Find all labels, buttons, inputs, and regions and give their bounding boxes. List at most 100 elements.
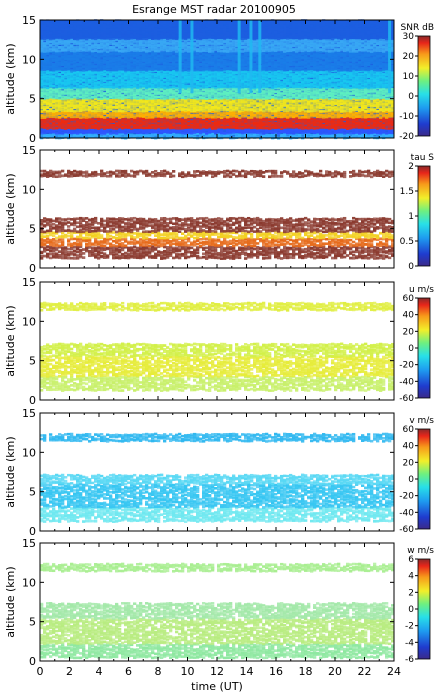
layer-cell [43, 119, 46, 121]
layer-cell [316, 109, 319, 112]
layer-cell [94, 121, 97, 123]
layer-cell [346, 86, 349, 89]
layer-cell [310, 107, 313, 110]
layer-cell [163, 95, 166, 97]
layer-cell [379, 127, 382, 129]
layer-cell [271, 60, 274, 63]
layer-cell [229, 131, 232, 134]
layer-cell [205, 109, 208, 112]
layer-cell [184, 94, 187, 96]
layer-cell [85, 78, 88, 81]
layer-cell [337, 57, 340, 60]
layer-cell [88, 60, 91, 63]
layer-cell [91, 68, 94, 71]
layer-cell [64, 127, 67, 129]
layer-cell [172, 100, 175, 103]
layer-cell [88, 81, 91, 84]
layer-cell [325, 86, 328, 89]
layer-cell [67, 51, 70, 54]
layer-cell [241, 71, 244, 74]
layer-cell [328, 64, 331, 67]
layer-cell [205, 132, 208, 135]
layer-cell [361, 86, 364, 89]
layer-cell [334, 121, 337, 123]
layer-cell [73, 113, 76, 116]
layer-cell [73, 86, 76, 89]
layer-cell [76, 115, 79, 118]
layer-cell [223, 127, 226, 129]
layer-cell [172, 106, 175, 109]
layer-cell [364, 58, 367, 61]
layer-cell [343, 59, 346, 62]
layer-cell [301, 63, 304, 66]
layer-cell [274, 76, 277, 79]
layer-cell [160, 86, 163, 89]
layer-cell [292, 86, 295, 89]
layer-cell [52, 125, 55, 127]
layer-cell [265, 78, 268, 81]
layer-cell [148, 116, 151, 119]
layer-cell [340, 107, 343, 110]
layer-cell [205, 119, 208, 121]
layer-cell [130, 86, 133, 89]
layer-cell [202, 75, 205, 78]
layer-cell [220, 120, 223, 122]
layer-cell [112, 89, 115, 91]
layer-cell [151, 64, 154, 67]
layer-cell [241, 84, 244, 87]
layer-cell [292, 59, 295, 62]
layer-cell [352, 103, 355, 106]
layer-cell [184, 66, 187, 69]
layer-cell [286, 100, 289, 103]
layer-cell [268, 80, 271, 83]
layer-cell [256, 104, 259, 107]
layer-cell [133, 78, 136, 81]
layer-cell [49, 131, 52, 134]
layer-cell [193, 86, 196, 89]
layer-cell [307, 75, 310, 78]
layer-cell [49, 72, 52, 75]
layer-cell [283, 109, 286, 112]
layer-cell [373, 124, 376, 126]
layer-cell [337, 111, 340, 114]
layer-cell [301, 108, 304, 111]
layer-cell [259, 113, 262, 116]
layer-cell [217, 109, 220, 112]
layer-cell [214, 100, 217, 103]
layer-cell [211, 66, 214, 69]
layer-cell [187, 91, 190, 93]
layer-cell [145, 114, 148, 117]
layer-cell [97, 105, 100, 108]
layer-cell [349, 59, 352, 62]
layer-cell [118, 110, 121, 113]
layer-cell [118, 70, 121, 73]
layer-cell [376, 57, 379, 60]
layer-cell [223, 132, 226, 135]
layer-cell [376, 55, 379, 58]
layer-cell [331, 101, 334, 104]
layer-cell [142, 97, 145, 99]
layer-cell [121, 86, 124, 89]
layer-cell [70, 62, 73, 65]
layer-cell [385, 127, 388, 129]
layer-cell [247, 120, 250, 122]
layer-cell [100, 89, 103, 91]
layer-cell [337, 97, 340, 99]
layer-cell [175, 59, 178, 62]
layer-cell [154, 65, 157, 68]
layer-cell [178, 96, 181, 98]
layer-cell [229, 92, 232, 94]
layer-cell [244, 71, 247, 74]
layer-cell [286, 63, 289, 66]
layer-cell [304, 131, 307, 134]
layer-cell [283, 126, 286, 128]
layer-cell [157, 66, 160, 69]
layer-cell [121, 76, 124, 79]
layer-cell [199, 113, 202, 116]
layer-cell [94, 55, 97, 58]
layer-cell [364, 72, 367, 75]
layer-cell [124, 115, 127, 118]
layer-cell [241, 97, 244, 99]
layer-cell [67, 124, 70, 126]
layer-cell [361, 63, 364, 66]
